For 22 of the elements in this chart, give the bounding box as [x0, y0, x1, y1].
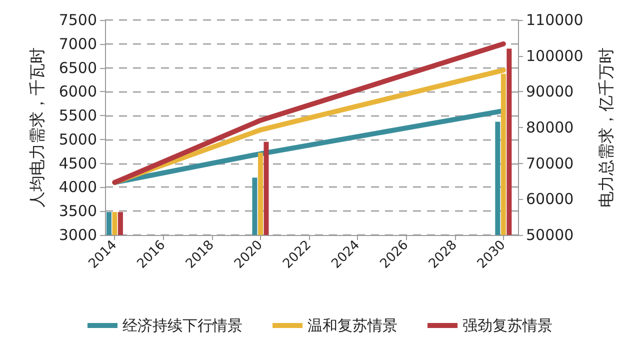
y-axis-title: 人均电力需求，千瓦时: [28, 48, 46, 208]
y2-tick-label: 90000: [526, 82, 574, 101]
y-tick-label: 4500: [58, 154, 97, 172]
y2-tick-label: 60000: [526, 190, 574, 208]
y-tick-label: 7500: [58, 11, 97, 29]
y-tick-label: 7000: [58, 34, 97, 53]
y2-tick-label: 100000: [526, 46, 584, 65]
y-tick-label: 6500: [58, 58, 97, 77]
legend-label: 经济持续下行情景: [122, 316, 242, 334]
legend-label: 温和复苏情景: [308, 316, 398, 334]
y2-tick-label: 70000: [526, 154, 574, 172]
y-tick-label: 4000: [58, 178, 97, 196]
y2-tick-label: 50000: [526, 226, 574, 244]
legend-label: 强劲复苏情景: [462, 316, 552, 334]
y-tick-label: 5000: [58, 130, 97, 148]
y-tick-label: 3000: [58, 226, 97, 244]
y-tick-label: 5500: [58, 106, 97, 125]
y2-tick-label: 80000: [526, 118, 574, 136]
y-tick-label: 3500: [58, 202, 97, 220]
y2-axis-title: 电力总需求，亿千万时: [596, 48, 616, 208]
y2-tick-label: 110000: [526, 11, 584, 29]
y-tick-label: 6000: [58, 82, 97, 101]
